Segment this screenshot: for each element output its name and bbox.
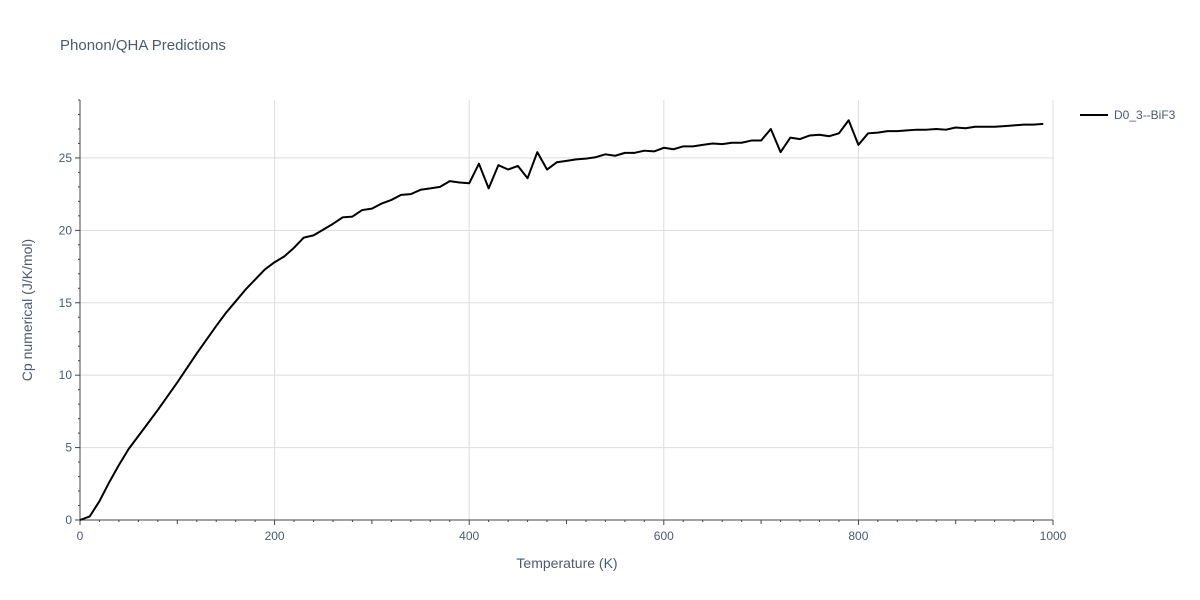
grid: [80, 100, 1054, 520]
x-tick-label: 1000: [1040, 529, 1067, 543]
plot-area: [79, 119, 1044, 521]
y-tick-label: 10: [59, 368, 73, 382]
x-tick-label: 800: [848, 529, 868, 543]
series-line-0: [79, 119, 1044, 521]
legend[interactable]: D0_3--BiF3: [1080, 108, 1176, 122]
legend-label: D0_3--BiF3: [1114, 108, 1176, 122]
tick-labels: 0 200 400 600 800 1000 0 5 10 15 20 25: [59, 151, 1067, 543]
x-tick-label: 400: [459, 529, 479, 543]
x-tick-label: 200: [265, 529, 285, 543]
y-tick-label: 25: [59, 151, 73, 165]
y-tick-label: 5: [65, 441, 72, 455]
y-tick-label: 20: [59, 223, 73, 237]
x-tick-label: 600: [654, 529, 674, 543]
axes: [75, 99, 1054, 525]
chart-title: Phonon/QHA Predictions: [60, 37, 226, 54]
y-tick-label: 0: [65, 513, 72, 527]
y-tick-label: 15: [59, 296, 73, 310]
x-tick-label: 0: [77, 529, 84, 543]
y-axis-title: Cp numerical (J/K/mol): [19, 239, 35, 381]
x-axis-title: Temperature (K): [516, 555, 617, 571]
